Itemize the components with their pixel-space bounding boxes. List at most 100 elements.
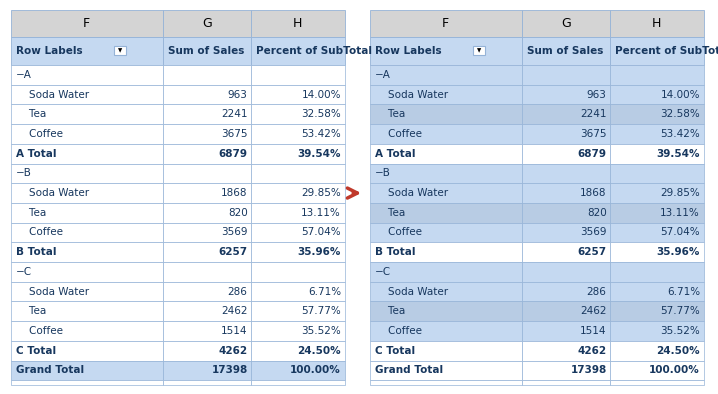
Text: Soda Water: Soda Water [375, 286, 448, 297]
Bar [11, 10, 163, 37]
Bar [522, 223, 610, 242]
Text: 963: 963 [228, 89, 248, 100]
Bar [522, 144, 610, 164]
Bar [370, 37, 522, 65]
Text: H: H [652, 17, 661, 30]
Bar [522, 242, 610, 262]
Text: −B: −B [375, 168, 391, 178]
Text: Tea: Tea [16, 109, 46, 119]
Bar [610, 282, 704, 301]
Text: B Total: B Total [16, 247, 56, 257]
Bar [522, 282, 610, 301]
Text: 57.04%: 57.04% [661, 227, 700, 238]
Text: 24.50%: 24.50% [656, 346, 700, 356]
Bar [163, 341, 251, 361]
Text: 3675: 3675 [580, 129, 607, 139]
Text: 2462: 2462 [580, 306, 607, 316]
Bar [11, 203, 163, 223]
Bar [163, 242, 251, 262]
Bar [610, 262, 704, 282]
Text: 53.42%: 53.42% [302, 129, 341, 139]
Bar [11, 37, 163, 65]
Text: F: F [83, 17, 90, 30]
Bar [163, 262, 251, 282]
Bar [163, 37, 251, 65]
Bar [610, 164, 704, 183]
Bar [370, 164, 522, 183]
Bar [610, 361, 704, 380]
Bar [370, 65, 522, 85]
Text: 286: 286 [587, 286, 607, 297]
Bar [163, 301, 251, 321]
Bar [11, 361, 163, 380]
Text: 32.58%: 32.58% [661, 109, 700, 119]
Bar [251, 282, 345, 301]
Text: 6257: 6257 [577, 247, 607, 257]
Text: Coffee: Coffee [16, 129, 62, 139]
Bar [370, 301, 522, 321]
Text: Tea: Tea [16, 208, 46, 218]
Bar [610, 37, 704, 65]
Text: 100.00%: 100.00% [649, 365, 700, 375]
Text: 17398: 17398 [570, 365, 607, 375]
Text: A Total: A Total [375, 149, 415, 159]
Text: Soda Water: Soda Water [16, 89, 89, 100]
Text: 35.96%: 35.96% [298, 247, 341, 257]
Bar [163, 164, 251, 183]
Text: 57.77%: 57.77% [661, 306, 700, 316]
Text: 963: 963 [587, 89, 607, 100]
Bar [370, 144, 522, 164]
Bar [522, 341, 610, 361]
Text: Coffee: Coffee [375, 326, 421, 336]
Bar [251, 10, 345, 37]
Bar [11, 164, 163, 183]
Text: −A: −A [16, 70, 32, 80]
Text: 6879: 6879 [218, 149, 248, 159]
Bar [370, 10, 522, 37]
Bar [163, 282, 251, 301]
Text: Soda Water: Soda Water [16, 286, 89, 297]
Bar [11, 183, 163, 203]
Text: 4262: 4262 [577, 346, 607, 356]
Bar [11, 380, 163, 385]
Bar [11, 301, 163, 321]
Bar [251, 341, 345, 361]
Bar [610, 124, 704, 144]
Bar [522, 37, 610, 65]
Bar [11, 242, 163, 262]
Text: 29.85%: 29.85% [302, 188, 341, 198]
Bar [370, 85, 522, 104]
Bar [522, 65, 610, 85]
Bar [610, 301, 704, 321]
Bar [163, 124, 251, 144]
Bar [163, 380, 251, 385]
Text: Soda Water: Soda Water [375, 188, 448, 198]
Text: 1868: 1868 [221, 188, 248, 198]
Text: 3569: 3569 [221, 227, 248, 238]
Bar [610, 65, 704, 85]
Text: 820: 820 [228, 208, 248, 218]
Text: 14.00%: 14.00% [661, 89, 700, 100]
Text: 14.00%: 14.00% [302, 89, 341, 100]
Bar [251, 144, 345, 164]
Bar [163, 361, 251, 380]
Text: −B: −B [16, 168, 32, 178]
Text: G: G [561, 17, 571, 30]
Bar [163, 65, 251, 85]
Text: Sum of Sales: Sum of Sales [527, 46, 603, 56]
Text: 13.11%: 13.11% [302, 208, 341, 218]
Text: 1868: 1868 [580, 188, 607, 198]
Text: 3675: 3675 [221, 129, 248, 139]
Bar [610, 183, 704, 203]
Text: H: H [293, 17, 302, 30]
Text: ▼: ▼ [477, 48, 481, 53]
Bar [251, 65, 345, 85]
Text: 100.00%: 100.00% [290, 365, 341, 375]
Bar [610, 321, 704, 341]
Bar [610, 203, 704, 223]
Text: Row Labels: Row Labels [16, 46, 83, 56]
Text: 39.54%: 39.54% [656, 149, 700, 159]
Text: Soda Water: Soda Water [16, 188, 89, 198]
Text: 4262: 4262 [218, 346, 248, 356]
Text: 39.54%: 39.54% [297, 149, 341, 159]
